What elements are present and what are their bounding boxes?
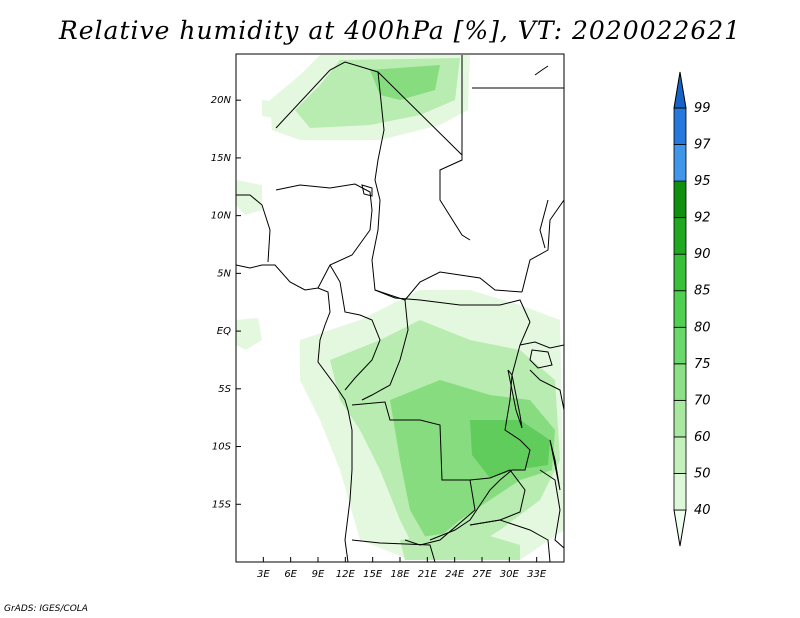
colorbar-high-arrow (673, 71, 687, 109)
coastline-west-africa (235, 264, 353, 563)
colorbar-label: 99 (694, 101, 711, 116)
colorbar-segment (673, 326, 687, 365)
colorbar-label: 92 (694, 211, 711, 226)
colorbar-label: 40 (694, 503, 711, 518)
lat-label: 5S (218, 384, 231, 395)
colorbar: 40 50 60 70 75 80 85 90 92 95 97 99 (673, 71, 711, 547)
lon-label: 15E (363, 569, 383, 580)
lat-label: 15S (212, 499, 232, 510)
humidity-area-gulf (236, 318, 262, 350)
humidity-area-south-deep (470, 420, 550, 478)
lon-label: 12E (336, 569, 356, 580)
longitude-axis: 3E 6E 9E 12E 15E 18E 21E 24E 27E 30E 33E (257, 557, 547, 580)
colorbar-label: 75 (694, 357, 711, 372)
colorbar-segment (673, 217, 687, 255)
lat-label: 10S (212, 442, 232, 453)
colorbar-label: 90 (694, 247, 711, 262)
border-niger-nigeria (275, 183, 373, 289)
lon-label: 30E (500, 569, 520, 580)
colorbar-low-arrow (673, 509, 687, 547)
map-borders (235, 55, 565, 563)
border-car-drc (374, 289, 531, 323)
colorbar-label: 50 (694, 466, 711, 481)
colorbar-segment (673, 144, 687, 182)
colorbar-segment (673, 253, 687, 292)
chart-title: Relative humidity at 400hPa [%], VT: 202… (58, 16, 742, 45)
border-ethiopia (539, 199, 549, 249)
credit-text: GrADS: IGES/COLA (4, 604, 88, 614)
lon-label: 24E (445, 569, 465, 580)
humidity-area-northwest (262, 100, 278, 118)
lat-label: 20N (211, 95, 232, 106)
humidity-shading (236, 55, 564, 560)
lake-chad (361, 184, 373, 197)
colorbar-segment (673, 436, 687, 474)
lon-label: 9E (312, 569, 325, 580)
latitude-axis: 20N 15N 10N 5N EQ 5S 10S 15S (211, 95, 241, 510)
border-chad-niger (371, 71, 523, 301)
colorbar-label: 97 (694, 138, 711, 153)
colorbar-segment (673, 399, 687, 438)
border-sahara-north (275, 61, 463, 156)
lon-label: 6E (284, 569, 297, 580)
lake-malawi (549, 439, 561, 491)
lat-label: 15N (211, 153, 232, 164)
border-mozambique (539, 469, 565, 549)
humidity-area-north-spot (370, 65, 440, 100)
border-namibia-botswana (351, 539, 436, 563)
border-mali-burkina (236, 194, 271, 263)
lat-label: 10N (211, 211, 232, 222)
colorbar-label: 95 (694, 174, 711, 189)
lake-victoria (529, 349, 553, 369)
colorbar-label: 85 (694, 284, 711, 299)
lat-label: EQ (217, 326, 231, 337)
lake-tanganyika (507, 369, 523, 429)
humidity-area-west-coast (236, 180, 262, 215)
border-angola (351, 401, 476, 546)
border-tanzania (529, 369, 565, 411)
border-cameroon (329, 264, 381, 391)
red-sea-coast (534, 65, 549, 76)
colorbar-label: 80 (694, 320, 711, 335)
border-zimbabwe (469, 519, 551, 563)
colorbar-segment (673, 290, 687, 328)
colorbar-label: 60 (694, 430, 711, 445)
colorbar-segment (673, 180, 687, 219)
border-drc-east (429, 321, 531, 541)
lon-label: 27E (472, 569, 492, 580)
border-kenya-uganda (519, 341, 565, 349)
lon-label: 3E (257, 569, 270, 580)
humidity-area-south-tail (400, 530, 520, 560)
colorbar-label: 70 (694, 393, 711, 408)
border-congo (361, 299, 409, 401)
colorbar-segment (673, 363, 687, 401)
lon-label: 18E (390, 569, 410, 580)
lat-label: 5N (217, 268, 231, 279)
colorbar-segment (673, 107, 687, 145)
lon-label: 21E (418, 569, 438, 580)
border-sudan-east (521, 199, 565, 293)
colorbar-segment (673, 473, 687, 511)
border-libya-sudan (439, 55, 471, 241)
lon-label: 33E (527, 569, 547, 580)
